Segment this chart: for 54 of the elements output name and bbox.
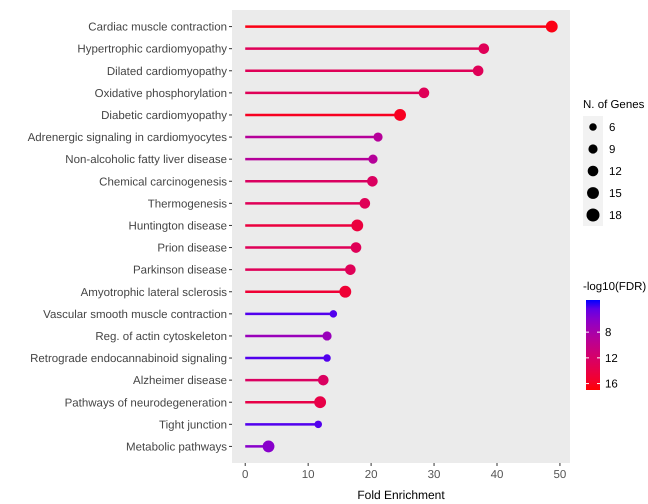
legend-label: 15 <box>609 188 622 200</box>
y-tick-label: Thermogenesis <box>148 198 228 210</box>
point <box>314 396 326 408</box>
y-tick-label: Hypertrophic cardiomyopathy <box>77 44 228 56</box>
point <box>360 198 370 209</box>
color-bar-label: 16 <box>605 378 618 391</box>
x-tick-label: 40 <box>490 469 504 481</box>
x-tick-label: 30 <box>428 469 440 481</box>
y-tick-label: Amyotrophic lateral sclerosis <box>80 286 228 299</box>
point <box>367 176 378 187</box>
legend-title: N. of Genes <box>583 99 645 111</box>
y-tick-label: Oxidative phosphorylation <box>94 88 227 100</box>
point <box>368 154 378 164</box>
point <box>478 43 490 54</box>
point <box>345 264 356 275</box>
point <box>394 109 406 121</box>
y-tick-label: Vascular smooth muscle contraction <box>43 308 227 321</box>
point <box>418 88 430 98</box>
point <box>350 242 362 253</box>
point <box>322 331 332 341</box>
color-bar-label: 12 <box>605 352 618 365</box>
x-tick-label: 50 <box>554 469 566 481</box>
x-tick-label: 10 <box>302 469 315 481</box>
point <box>472 65 484 76</box>
y-tick-label: Chemical carcinogenesis <box>99 176 228 188</box>
point <box>546 20 558 33</box>
y-tick-label: Huntington disease <box>128 220 227 232</box>
point <box>318 374 329 386</box>
x-axis-title: Fold Enrichment <box>357 488 446 502</box>
y-tick-label: Parkinson disease <box>133 264 227 277</box>
y-tick-label: Adrenergic signaling in cardiomyocytes <box>28 132 228 144</box>
point <box>339 286 352 298</box>
legend-label: 9 <box>609 144 616 156</box>
x-tick-label: 0 <box>242 469 248 481</box>
y-tick-label: Prion disease <box>157 242 227 255</box>
point <box>351 220 364 232</box>
y-tick-label: Alzheimer disease <box>133 375 227 388</box>
y-tick-label: Non-alcoholic fatty liver disease <box>65 154 227 166</box>
y-tick-label: Cardiac muscle contraction <box>88 22 227 34</box>
color-bar-label: 8 <box>605 327 612 340</box>
y-tick-label: Reg. of actin cytoskeleton <box>95 330 227 343</box>
legend-label: 12 <box>609 166 622 178</box>
point <box>373 132 383 142</box>
legend-label: 6 <box>609 122 616 134</box>
y-tick-label: Tight junction <box>159 419 227 432</box>
color-bar-title: -log10(FDR) <box>583 281 646 293</box>
y-tick-label: Retrograde endocannabinoid signaling <box>30 353 227 366</box>
y-tick-label: Diabetic cardiomyopathy <box>101 110 228 122</box>
y-tick-label: Metabolic pathways <box>126 441 228 454</box>
y-tick-label: Pathways of neurodegeneration <box>64 397 227 410</box>
x-tick-label: 20 <box>364 469 378 481</box>
y-tick-label: Dilated cardiomyopathy <box>106 66 228 78</box>
legend-label: 18 <box>609 210 622 222</box>
point <box>262 440 274 452</box>
